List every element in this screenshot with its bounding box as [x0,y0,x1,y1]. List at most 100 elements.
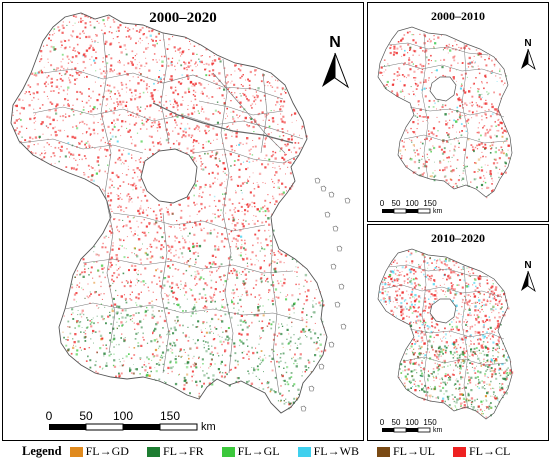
change-pixel [450,271,453,274]
change-pixel [210,328,212,330]
change-pixel [414,299,417,302]
change-pixel [91,40,94,43]
change-pixel [192,52,195,55]
change-pixel [414,115,417,117]
change-pixel [248,84,251,87]
change-pixel [123,162,125,165]
change-pixel [484,134,487,137]
change-pixel [411,312,414,314]
change-pixel [140,170,143,173]
change-pixel [135,296,138,299]
change-pixel [180,230,182,231]
change-pixel [111,121,113,124]
change-pixel [393,51,396,53]
change-pixel [195,380,198,383]
change-pixel [388,274,392,277]
change-pixel [400,153,401,155]
change-pixel [388,298,391,300]
change-pixel [423,34,425,36]
change-pixel [465,323,468,326]
change-pixel [410,321,412,323]
change-pixel [118,129,120,131]
change-pixel [292,385,294,387]
change-pixel [425,351,428,353]
change-pixel [415,322,417,324]
change-pixel [426,161,428,163]
change-pixel [43,82,46,85]
change-pixel [414,155,416,157]
change-pixel [52,90,55,92]
change-pixel [296,261,298,263]
change-pixel [190,289,193,291]
change-pixel [244,273,247,276]
change-pixel [195,126,197,129]
change-pixel [232,268,235,270]
change-pixel [486,91,488,93]
change-pixel [221,306,224,308]
change-pixel [113,365,117,368]
change-pixel [393,311,395,313]
change-pixel [464,336,467,339]
change-pixel [166,121,168,124]
change-pixel [487,291,489,293]
change-pixel [462,115,464,116]
change-pixel [264,115,267,118]
change-pixel [270,110,272,112]
change-pixel [95,51,97,53]
change-pixel [445,291,446,293]
change-pixel [452,186,455,188]
change-pixel [176,140,178,142]
change-pixel [485,400,488,402]
change-pixel [52,118,55,122]
change-pixel [439,260,441,262]
change-pixel [198,298,200,300]
change-pixel [78,142,79,144]
change-pixel [109,154,111,156]
change-pixel [143,318,145,320]
change-pixel [84,26,87,29]
change-pixel [139,258,142,261]
change-pixel [156,42,158,45]
change-pixel [469,307,470,309]
change-pixel [145,225,148,228]
change-pixel [182,324,184,327]
change-pixel [441,340,443,342]
change-pixel [188,90,191,93]
change-pixel [251,321,253,324]
change-pixel [123,339,126,343]
change-pixel [433,146,436,150]
change-pixel [263,94,266,97]
change-pixel [242,310,244,313]
change-pixel [179,227,181,229]
change-pixel [36,83,39,86]
change-pixel [107,164,109,166]
change-pixel [205,266,208,269]
change-pixel [150,135,153,138]
change-pixel [416,278,418,280]
change-pixel [146,119,149,121]
change-pixel [67,103,69,105]
change-pixel [218,268,220,270]
change-pixel [160,270,163,273]
change-pixel [457,98,460,101]
change-pixel [482,381,486,384]
change-pixel [477,342,480,345]
change-pixel [128,201,130,203]
change-pixel [213,74,216,77]
change-pixel [198,112,200,114]
change-pixel [155,221,158,224]
change-pixel [157,225,160,228]
change-pixel [224,172,226,174]
change-pixel [217,165,219,168]
change-pixel [283,402,286,405]
change-pixel [193,145,195,147]
change-pixel [306,314,308,316]
change-pixel [139,109,142,112]
change-pixel [159,256,162,259]
change-pixel [276,86,279,89]
change-pixel [424,309,426,312]
change-pixel [67,326,69,328]
map-panel-2000-2010: N 0 50 100 150 km 2000–2010 [367,2,549,222]
change-pixel [132,234,135,237]
change-pixel [430,277,432,280]
